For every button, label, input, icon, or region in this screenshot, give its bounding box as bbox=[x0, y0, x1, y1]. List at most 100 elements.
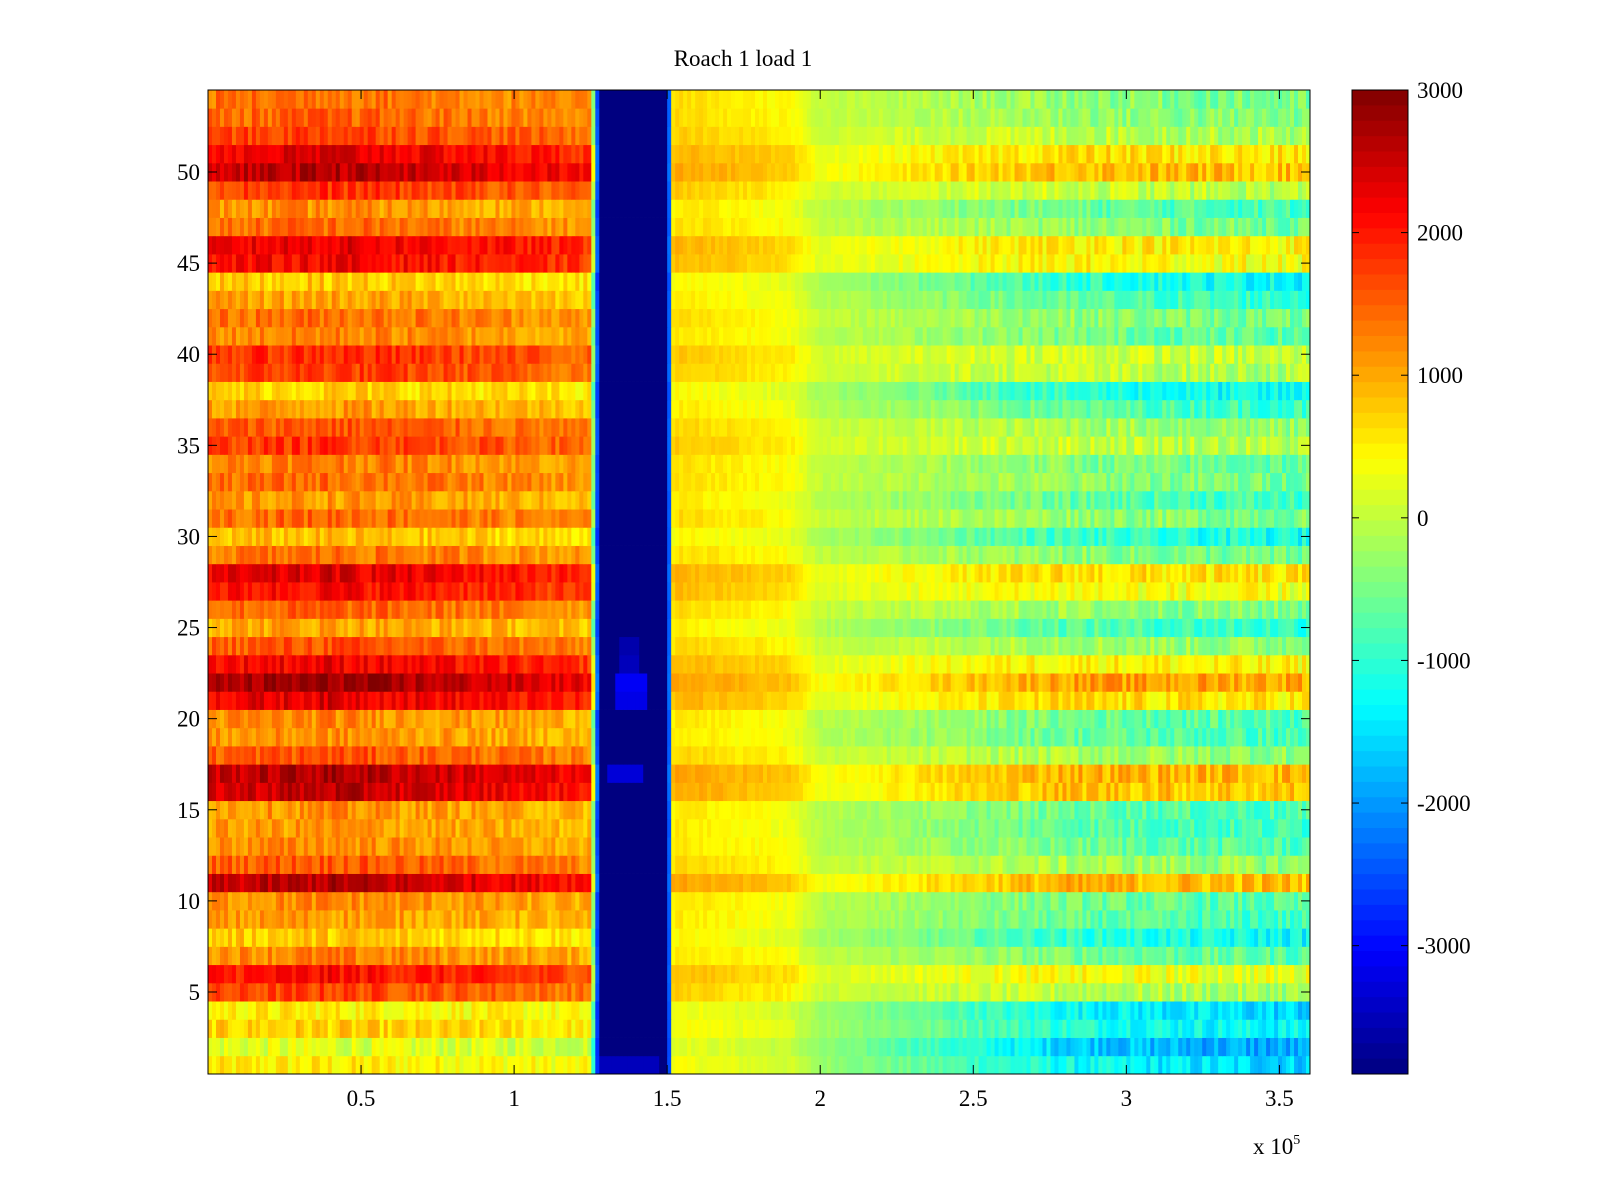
heatmap-cell bbox=[255, 928, 261, 947]
heatmap-cell bbox=[882, 1037, 888, 1057]
heatmap-cell bbox=[435, 746, 441, 765]
heatmap-cell bbox=[1098, 1055, 1103, 1075]
heatmap-cell bbox=[802, 891, 808, 911]
heatmap-cell bbox=[1170, 1055, 1175, 1075]
heatmap-cell bbox=[1038, 1055, 1043, 1075]
heatmap-cell bbox=[1030, 764, 1035, 783]
heatmap-cell bbox=[355, 818, 361, 838]
heatmap-cell bbox=[607, 982, 612, 1002]
heatmap-cell bbox=[1218, 1037, 1223, 1057]
heatmap-cell bbox=[1034, 928, 1039, 947]
heatmap-cell bbox=[659, 764, 664, 783]
heatmap-cell bbox=[635, 928, 640, 947]
heatmap-cell bbox=[1022, 1019, 1028, 1038]
heatmap-cell bbox=[1242, 1001, 1247, 1020]
heatmap-cell bbox=[906, 910, 912, 929]
heatmap-cell bbox=[659, 1001, 664, 1020]
heatmap-cell bbox=[259, 782, 265, 802]
heatmap-cell bbox=[1074, 964, 1079, 984]
heatmap-cell bbox=[279, 727, 285, 747]
heatmap-cell bbox=[403, 982, 409, 1002]
heatmap-cell bbox=[687, 1019, 692, 1038]
heatmap-cell bbox=[719, 764, 724, 783]
heatmap-cell bbox=[1126, 1001, 1131, 1020]
heatmap-cell bbox=[886, 800, 892, 820]
heatmap-cell bbox=[774, 764, 780, 783]
heatmap-cell bbox=[359, 982, 365, 1002]
heatmap-cell bbox=[982, 746, 988, 765]
heatmap-cell bbox=[391, 1001, 397, 1020]
heatmap-cell bbox=[1218, 746, 1223, 765]
heatmap-cell bbox=[1182, 891, 1187, 911]
heatmap-cell bbox=[1166, 873, 1171, 893]
heatmap-cell bbox=[818, 964, 824, 984]
heatmap-cell bbox=[383, 1055, 389, 1075]
heatmap-cell bbox=[1158, 891, 1163, 911]
heatmap-cell bbox=[1178, 1019, 1183, 1038]
heatmap-cell bbox=[447, 800, 453, 820]
heatmap-cell bbox=[862, 928, 868, 947]
heatmap-cell bbox=[970, 837, 976, 856]
heatmap-cell bbox=[359, 800, 365, 820]
heatmap-cell bbox=[623, 1001, 628, 1020]
heatmap-cell bbox=[423, 764, 429, 783]
heatmap-cell bbox=[331, 928, 337, 947]
heatmap-cell bbox=[603, 1001, 608, 1020]
heatmap-cell bbox=[615, 928, 620, 947]
heatmap-cell bbox=[659, 873, 664, 893]
heatmap-cell bbox=[399, 764, 405, 783]
heatmap-cell bbox=[407, 928, 413, 947]
heatmap-cell bbox=[930, 964, 936, 984]
heatmap-cell bbox=[699, 873, 704, 893]
heatmap-cell bbox=[539, 818, 544, 838]
heatmap-cell bbox=[1258, 964, 1263, 984]
heatmap-cell bbox=[1062, 873, 1067, 893]
heatmap-cell bbox=[1182, 1019, 1187, 1038]
heatmap-cell bbox=[1126, 946, 1131, 966]
heatmap-cell bbox=[1070, 818, 1075, 838]
heatmap-cell bbox=[299, 1001, 305, 1020]
heatmap-cell bbox=[427, 818, 433, 838]
heatmap-cell bbox=[703, 855, 708, 874]
heatmap-cell bbox=[1090, 964, 1095, 984]
heatmap-cell bbox=[607, 891, 612, 911]
heatmap-cell bbox=[295, 764, 301, 783]
heatmap-cell bbox=[818, 928, 824, 947]
heatmap-cell bbox=[898, 1055, 904, 1075]
heatmap-cell bbox=[359, 837, 365, 856]
heatmap-cell bbox=[515, 764, 520, 783]
heatmap-cell bbox=[243, 764, 249, 783]
heatmap-cell bbox=[391, 800, 397, 820]
heatmap-cell bbox=[231, 800, 237, 820]
heatmap-cell bbox=[423, 982, 429, 1002]
heatmap-cell bbox=[743, 837, 748, 856]
heatmap-cell bbox=[679, 800, 684, 820]
heatmap-cell bbox=[946, 964, 952, 984]
heatmap-cell bbox=[343, 782, 349, 802]
heatmap-cell bbox=[1106, 764, 1111, 783]
heatmap-cell bbox=[491, 800, 496, 820]
heatmap-cell bbox=[515, 1001, 520, 1020]
heatmap-cell bbox=[563, 1019, 568, 1038]
heatmap-cell bbox=[231, 873, 237, 893]
heatmap-cell bbox=[1038, 873, 1043, 893]
heatmap-cell bbox=[854, 1019, 860, 1038]
heatmap-cell bbox=[527, 818, 532, 838]
heatmap-cell bbox=[339, 928, 345, 947]
heatmap-cell bbox=[1194, 800, 1199, 820]
heatmap-cell bbox=[208, 1001, 213, 1020]
heatmap-cell bbox=[1082, 1001, 1087, 1020]
heatmap-cell bbox=[1178, 946, 1183, 966]
heatmap-cell bbox=[1198, 818, 1203, 838]
heatmap-cell bbox=[1030, 746, 1035, 765]
heatmap-cell bbox=[926, 910, 932, 929]
heatmap-cell bbox=[922, 855, 928, 874]
heatmap-cell bbox=[1030, 855, 1035, 874]
heatmap-cell bbox=[687, 782, 692, 802]
heatmap-cell bbox=[1194, 1055, 1199, 1075]
heatmap-cell bbox=[1262, 946, 1267, 966]
heatmap-cell bbox=[890, 910, 896, 929]
heatmap-cell bbox=[790, 1001, 796, 1020]
heatmap-cell bbox=[1054, 982, 1059, 1002]
heatmap-cell bbox=[1274, 764, 1279, 783]
